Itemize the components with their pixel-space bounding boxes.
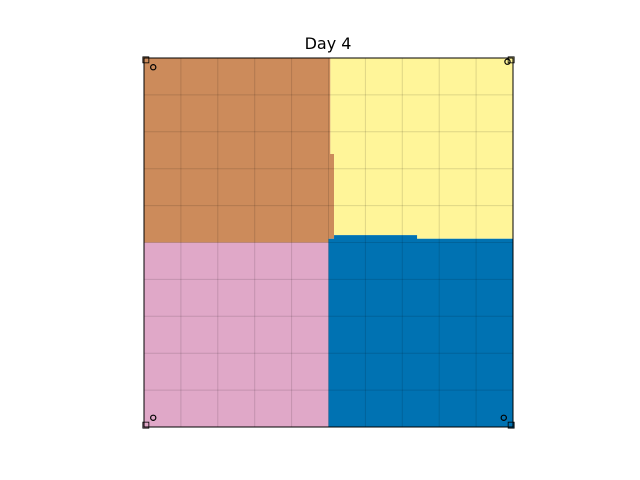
- marker-br: [500, 414, 507, 421]
- region-top-right: [330, 58, 513, 239]
- marker-bl: [150, 414, 157, 421]
- region-bottom-left: [144, 242, 329, 427]
- corner-squares-layer: [142, 56, 515, 429]
- marker-tr: [504, 58, 511, 65]
- corner-square-tl: [142, 56, 150, 64]
- marker-tl: [150, 64, 157, 71]
- regions-layer: [144, 58, 513, 427]
- corner-square-tr: [507, 56, 515, 64]
- corner-square-bl: [142, 421, 150, 429]
- chart-title: Day 4: [305, 34, 352, 53]
- region-top-left: [144, 58, 335, 243]
- corner-square-br: [507, 421, 515, 429]
- markers-layer: [150, 58, 511, 421]
- plot-frame: [143, 57, 514, 428]
- region-bottom-right: [328, 235, 513, 427]
- grid-layer: [144, 58, 513, 427]
